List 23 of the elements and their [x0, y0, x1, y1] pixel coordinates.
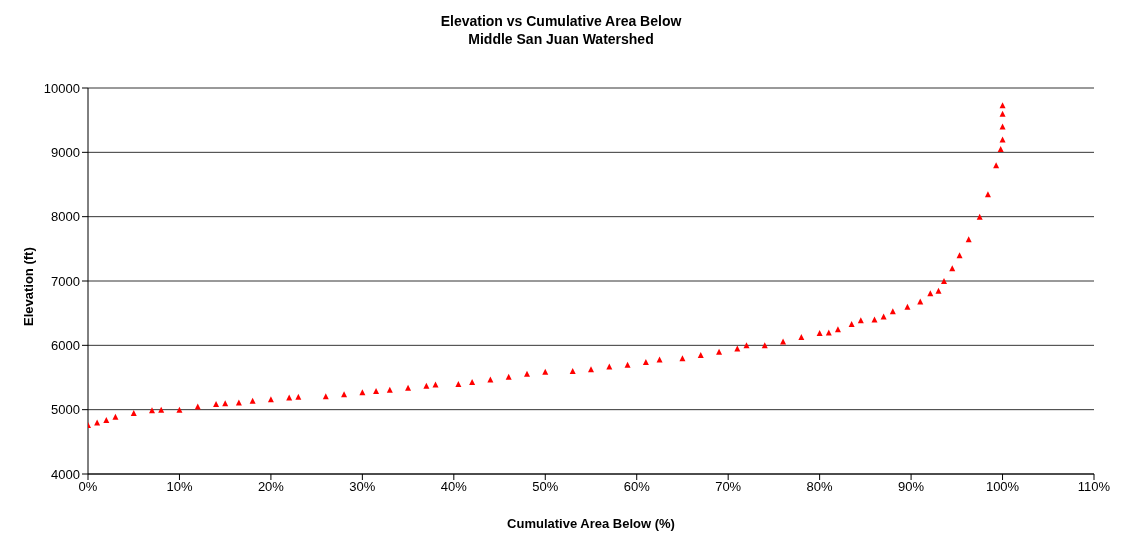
chart-subtitle: Middle San Juan Watershed	[467, 30, 655, 48]
x-tick-label: 50%	[532, 479, 559, 495]
y-tick-label: 6000	[51, 337, 80, 353]
x-tick-label: 40%	[440, 479, 468, 495]
x-tick-label: 0%	[78, 479, 98, 495]
y-tick-label: 10000	[43, 80, 80, 96]
x-tick-label: 90%	[898, 479, 925, 495]
x-tick-label: 70%	[715, 479, 742, 495]
x-tick-label: 80%	[806, 479, 834, 495]
y-tick-label: 5000	[51, 402, 80, 418]
x-tick-label: 100%	[985, 479, 1020, 495]
chart-title: Elevation vs Cumulative Area Below	[439, 12, 683, 30]
x-tick-label: 30%	[349, 479, 376, 495]
y-axis-title: Elevation (ft)	[20, 247, 36, 326]
y-tick-label: 8000	[51, 209, 80, 225]
y-tick-label: 4000	[51, 466, 80, 482]
x-tick-label: 60%	[623, 479, 651, 495]
y-tick-label: 9000	[51, 144, 80, 160]
x-tick-label: 10%	[166, 479, 193, 495]
x-tick-label: 20%	[257, 479, 285, 495]
x-tick-label: 110%	[1077, 479, 1111, 495]
x-axis-title: Cumulative Area Below (%)	[507, 516, 675, 531]
y-tick-label: 7000	[51, 273, 80, 289]
